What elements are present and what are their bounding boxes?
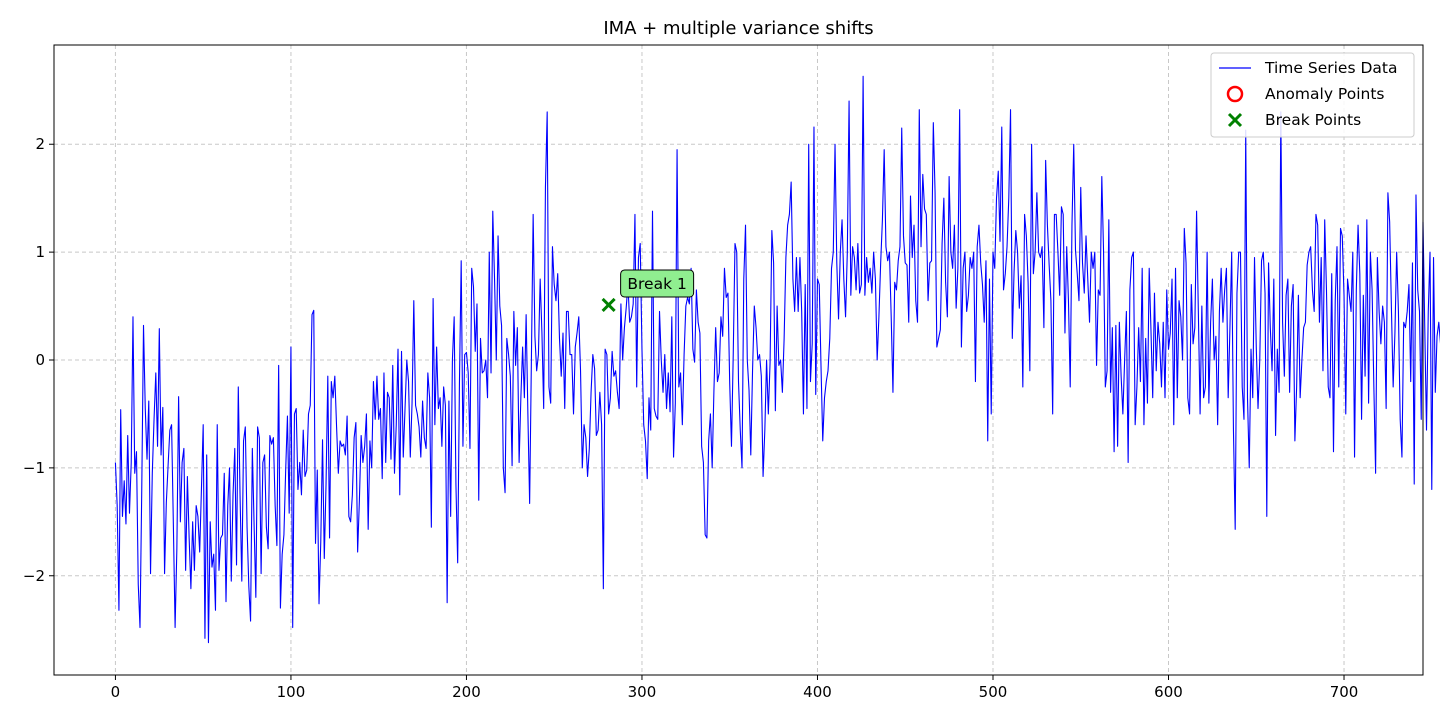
y-tick-label: 0 <box>35 351 45 369</box>
y-tick-label: −1 <box>23 459 45 477</box>
legend: Time Series Data Anomaly Points Break Poin… <box>1210 52 1415 138</box>
legend-label: Time Series Data <box>1264 59 1397 77</box>
y-tick-label: 2 <box>35 135 45 153</box>
ticks: 0 100 200 300 400 500 600 700 −2 −1 0 1 2 <box>23 135 1358 701</box>
x-tick-label: 300 <box>628 683 657 701</box>
legend-swatch-x <box>1227 112 1243 128</box>
chart-title: IMA + multiple variance shifts <box>603 18 873 39</box>
legend-label: Break Points <box>1265 111 1361 129</box>
y-tick-label: 1 <box>35 243 45 261</box>
y-tick-label: −2 <box>23 567 45 585</box>
annotation: Break 1 <box>620 269 695 298</box>
annotation-box <box>620 269 695 298</box>
series-line-time-series-data <box>114 75 1440 644</box>
annotation-label: Break 1 <box>627 275 686 293</box>
x-tick-label: 400 <box>803 683 832 701</box>
x-tick-label: 500 <box>979 683 1008 701</box>
x-tick-label: 700 <box>1330 683 1359 701</box>
legend-box <box>1210 52 1415 138</box>
legend-label: Anomaly Points <box>1265 85 1384 103</box>
break-point-marker <box>601 297 616 313</box>
x-tick-label: 200 <box>452 683 481 701</box>
x-tick-label: 100 <box>277 683 306 701</box>
series-layer: Break 1 <box>114 75 1440 644</box>
x-tick-label: 600 <box>1154 683 1183 701</box>
x-tick-label: 0 <box>111 683 121 701</box>
legend-swatch-circle <box>1226 85 1244 103</box>
